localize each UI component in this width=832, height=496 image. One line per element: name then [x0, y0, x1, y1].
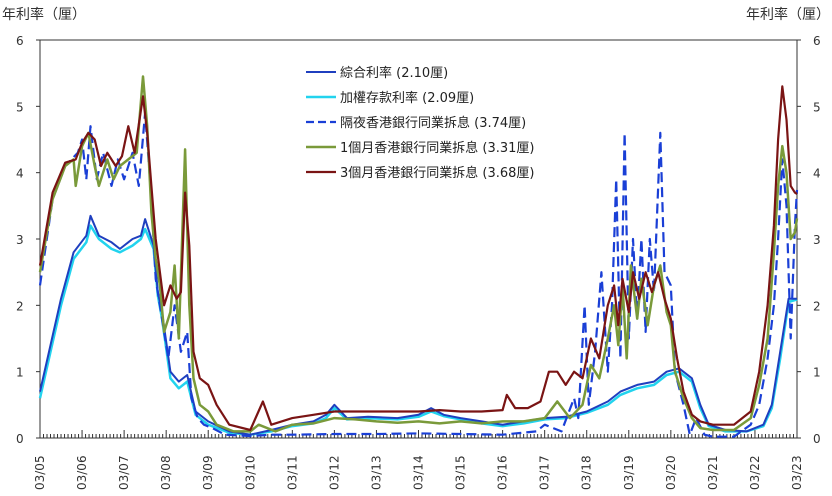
y-tick-label-left: 1 — [16, 366, 24, 380]
y-axis-right: 0 1 2 3 4 5 6 — [797, 34, 821, 446]
x-tick-label: 03/09 — [201, 455, 215, 490]
x-tick-label: 03/21 — [706, 455, 720, 490]
legend-label-3: 隔夜香港銀行同業拆息 (3.74厘) — [340, 115, 526, 131]
legend: 綜合利率 (2.10厘) 加權存款利率 (2.09厘) 隔夜香港銀行同業拆息 (3.… — [306, 65, 535, 181]
series-line-4 — [38, 75, 799, 433]
legend-label-4: 1個月香港銀行同業拆息 (3.31厘) — [340, 140, 535, 156]
y-tick-label-left: 2 — [16, 299, 24, 313]
y-tick-label-right: 0 — [813, 432, 821, 446]
x-tick-label: 03/16 — [496, 455, 510, 490]
x-tick-label: 03/11 — [285, 455, 299, 490]
x-tick-label: 03/17 — [538, 455, 552, 490]
y-tick-label-left: 6 — [16, 34, 24, 48]
x-tick-label: 03/23 — [790, 455, 804, 490]
series-line-3 — [38, 111, 799, 438]
y-tick-label-right: 3 — [813, 233, 821, 247]
x-tick-label: 03/22 — [748, 455, 762, 490]
y-axis-left: 0 1 2 3 4 5 6 — [16, 34, 40, 446]
y-tick-label-left: 3 — [16, 233, 24, 247]
y-tick-label-left: 5 — [16, 100, 24, 114]
x-tick-label: 03/18 — [580, 455, 594, 490]
y-tick-label-right: 5 — [813, 100, 821, 114]
x-tick-label: 03/10 — [243, 455, 257, 490]
x-tick-label: 03/20 — [664, 455, 678, 490]
x-tick-label: 03/13 — [369, 455, 383, 490]
y-tick-label-left: 4 — [16, 167, 24, 181]
x-tick-label: 03/15 — [454, 455, 468, 490]
y-tick-label-right: 4 — [813, 167, 821, 181]
x-tick-label: 03/12 — [327, 455, 341, 490]
y-axis-title-left: 年利率（厘） — [2, 7, 86, 23]
legend-label-2: 加權存款利率 (2.09厘) — [340, 90, 474, 106]
y-tick-label-right: 6 — [813, 34, 821, 48]
x-tick-label: 03/14 — [412, 455, 426, 490]
y-axis-title-right: 年利率（厘） — [746, 7, 830, 23]
series-line-1 — [39, 214, 797, 436]
series-layer — [38, 75, 799, 438]
legend-label-1: 綜合利率 (2.10厘) — [340, 65, 448, 81]
x-tick-label: 03/07 — [117, 455, 131, 490]
x-axis: 03/05 03/06 03/07 03/08 03/09 03/10 03/11 03/12… — [33, 430, 804, 490]
series-line-5 — [38, 85, 798, 432]
x-tick-label: 03/08 — [159, 455, 173, 490]
y-tick-label-right: 2 — [813, 299, 821, 313]
y-tick-label-right: 1 — [813, 366, 821, 380]
x-tick-label: 03/06 — [75, 455, 89, 490]
x-tick-label: 03/05 — [33, 455, 47, 490]
x-tick-label: 03/19 — [622, 455, 636, 490]
legend-label-5: 3個月香港銀行同業拆息 (3.68厘) — [340, 165, 535, 181]
y-tick-label-left: 0 — [16, 432, 24, 446]
